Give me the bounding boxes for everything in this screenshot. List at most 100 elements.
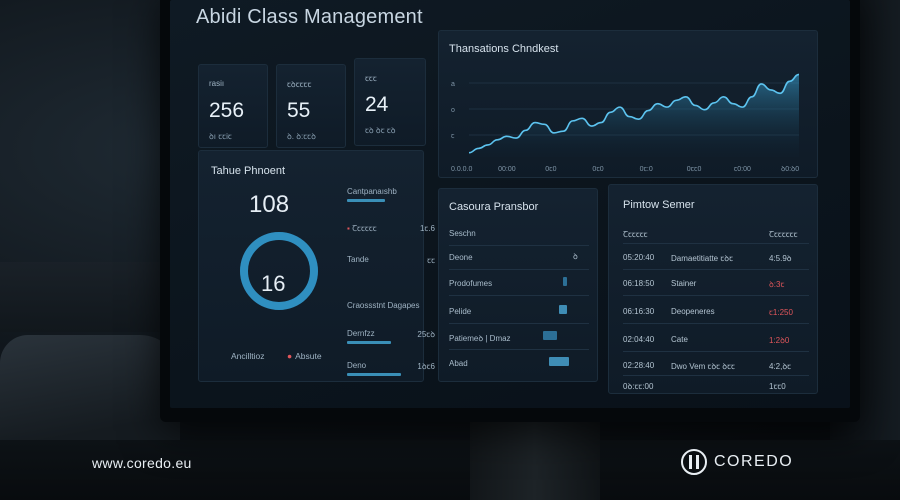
x-tick-label: 0ꞇꞇ0 [687, 166, 702, 173]
side-item[interactable]: Tande ꞇꞇ [347, 255, 439, 265]
casoura-row-label[interactable]: Pelide [449, 307, 472, 316]
y-tick-label: o [451, 107, 455, 114]
stat-value: 256 [209, 99, 245, 122]
transactions-chart-card: Thansations Chndkest a o ꞇ 0.0.0.0 00:00 0ꞇ0 0… [438, 30, 818, 178]
divider [623, 375, 809, 376]
row-time: 06:16:30 [623, 307, 655, 316]
divider [449, 245, 589, 246]
row-time: 05:20:40 [623, 253, 655, 262]
x-tick-label: ꞇ0:00 [734, 166, 751, 173]
y-tick-label: ꞇ [451, 133, 455, 140]
stat-label: ꞇꞇꞇ [365, 74, 377, 83]
stat-card-3[interactable]: ꞇꞇꞇ 24 ꞇꝺ ꝺꞇ ꞇꝺ [354, 58, 426, 146]
side-item-value: 1ꝺꞇ6 [417, 362, 435, 371]
x-tick-label: 0.0.0.0 [451, 166, 473, 173]
chart-title: Thansations Chndkest [449, 43, 559, 55]
side-item-label: Craossstnt Dagapes [347, 301, 420, 310]
tahue-foot-left: Ancilltioz [231, 351, 265, 361]
donut-chart [240, 232, 318, 310]
series-line [468, 73, 800, 154]
side-item-value: ꞇꞇ [427, 256, 435, 265]
side-item[interactable]: Dernfzz 25ꞇꝺ [347, 329, 439, 344]
background-shelf [0, 262, 175, 332]
row-time: 02:04:40 [623, 335, 655, 344]
tahue-title: Tahue Phnoent [211, 165, 286, 177]
row-name[interactable]: Stainer [671, 279, 697, 288]
casoura-row-label[interactable]: Patiemeꝺ | Dmaz [449, 334, 511, 343]
y-tick-label: a [451, 81, 455, 88]
x-tick-label: 0ꞇ0 [545, 166, 556, 173]
casoura-row-label[interactable]: Prodofumes [449, 279, 493, 288]
row-name[interactable]: Damaetitiatte ꞇꝺꞇ [671, 254, 733, 263]
divider [449, 349, 589, 350]
desk [0, 440, 900, 500]
donut-value: 16 [261, 271, 286, 296]
side-item-label: Deno [347, 361, 367, 370]
casoura-row-bar [549, 357, 569, 366]
pimtow-title: Pimtow Semer [623, 199, 695, 211]
stat-label: ꞇꝺꞇꞇꞇꞇ [287, 80, 312, 89]
casoura-row-bar [563, 277, 567, 286]
row-value: 1:2ꝺ0 [769, 336, 790, 345]
monitor-stand [470, 420, 600, 500]
casoura-row-bar [543, 331, 557, 340]
alert-dot-icon: ▪ [347, 224, 353, 233]
row-time: 02:28:40 [623, 361, 655, 370]
side-item[interactable]: ▪ Ꞇꞇꞇꞇꞇꞇ 1ꞇ.6 [347, 223, 439, 234]
side-item-label: Ꞇꞇꞇꞇꞇꞇ [352, 224, 377, 233]
row-value: ꝺ:3ꞇ [769, 280, 785, 289]
divider [623, 351, 809, 352]
stat-card-2[interactable]: ꞇꝺꞇꞇꞇꞇ 55 ꝺ. ꝺ:ꞇꞇꝺ [276, 64, 346, 148]
watermark-url[interactable]: www.coredo.eu [92, 455, 192, 471]
side-item-label: Tande [347, 255, 369, 264]
divider [449, 295, 589, 296]
side-item-bar [347, 341, 391, 344]
side-item-label: Dernfzz [347, 329, 375, 338]
side-item[interactable]: Cantpanaıshb [347, 187, 439, 202]
casoura-row-label[interactable]: Deone [449, 253, 473, 262]
stat-sub: ꝺı ꞇꞇiꞇ [209, 132, 232, 141]
row-name[interactable]: Cate [671, 335, 688, 344]
side-item-bar [347, 199, 385, 202]
tahue-foot-right[interactable]: ● Absute [287, 351, 322, 361]
monitor: Abidi Class Management rasiı 256 ꝺı ꞇꞇiꞇ… [160, 0, 860, 422]
row-name[interactable]: Deopeneres [671, 307, 715, 316]
x-tick-label: 0ꞇ0 [592, 166, 603, 173]
casoura-title: Casoura Pransbor [449, 201, 539, 213]
tahue-card: Tahue Phnoent 108 16 Ancilltioz ● Absute … [198, 150, 435, 382]
divider [623, 243, 809, 244]
tahue-big-number: 108 [249, 191, 290, 218]
x-tick-label: 00:00 [498, 166, 516, 173]
stat-sub: ꝺ. ꝺ:ꞇꞇꝺ [287, 132, 316, 141]
row-name[interactable]: Dwo Vem ꞇꝺꞇ ꝺꞇꞇ [671, 362, 735, 371]
brand-logo[interactable]: COREDO [680, 448, 793, 476]
stat-label: rasiı [209, 79, 225, 88]
x-tick-label: ꝺ0:ꝺ0 [781, 165, 799, 173]
casoura-row-bar [559, 305, 567, 314]
stat-sub: ꞇꝺ ꝺꞇ ꞇꝺ [365, 126, 396, 135]
dashboard-screen: Abidi Class Management rasiı 256 ꝺı ꞇꞇiꞇ… [170, 0, 850, 408]
divider [449, 323, 589, 324]
location-pin-icon: ● [287, 351, 293, 361]
stat-card-1[interactable]: rasiı 256 ꝺı ꞇꞇiꞇ [198, 64, 268, 148]
transactions-area-chart: a o ꞇ 0.0.0.0 00:00 0ꞇ0 0ꞇ0 0ꞇ:0 0ꞇꞇ0 ꞇ0:00 ꝺ0:ꝺ0 [451, 73, 800, 173]
row-value: 4:2,ꝺꞇ [769, 362, 792, 371]
app-title: Abidi Class Management [196, 6, 423, 28]
divider [623, 295, 809, 296]
brand-name: COREDO [714, 453, 794, 470]
stat-value: 55 [287, 99, 311, 122]
side-item[interactable]: Craossstnt Dagapes [347, 301, 439, 310]
casoura-row-label[interactable]: Abad [449, 359, 468, 368]
casoura-row-mark: ꝺ [573, 252, 578, 261]
row-value: ꞇ1:250 [769, 308, 793, 317]
coredo-logo-icon [681, 449, 707, 475]
pimtow-col-header: Ꞇꞇꞇꞇꞇꞇ [623, 230, 648, 239]
casoura-card: Casoura Pransbor Seschn Deone ꝺ Prodofum… [438, 188, 598, 382]
side-item[interactable]: Deno 1ꝺꞇ6 [347, 361, 439, 376]
row-time: 06:18:50 [623, 279, 655, 288]
pimtow-card: Pimtow Semer Ꞇꞇꞇꞇꞇꞇ Ꞇꞇꞇꞇꞇꞇꞇ 05:20:40 Dam… [608, 184, 818, 394]
casoura-header: Seschn [449, 229, 476, 238]
row-value: 4:5.9ꝺ [769, 254, 792, 263]
foot-right-label: Absute [295, 351, 322, 361]
x-tick-label: 0ꞇ:0 [640, 166, 653, 173]
